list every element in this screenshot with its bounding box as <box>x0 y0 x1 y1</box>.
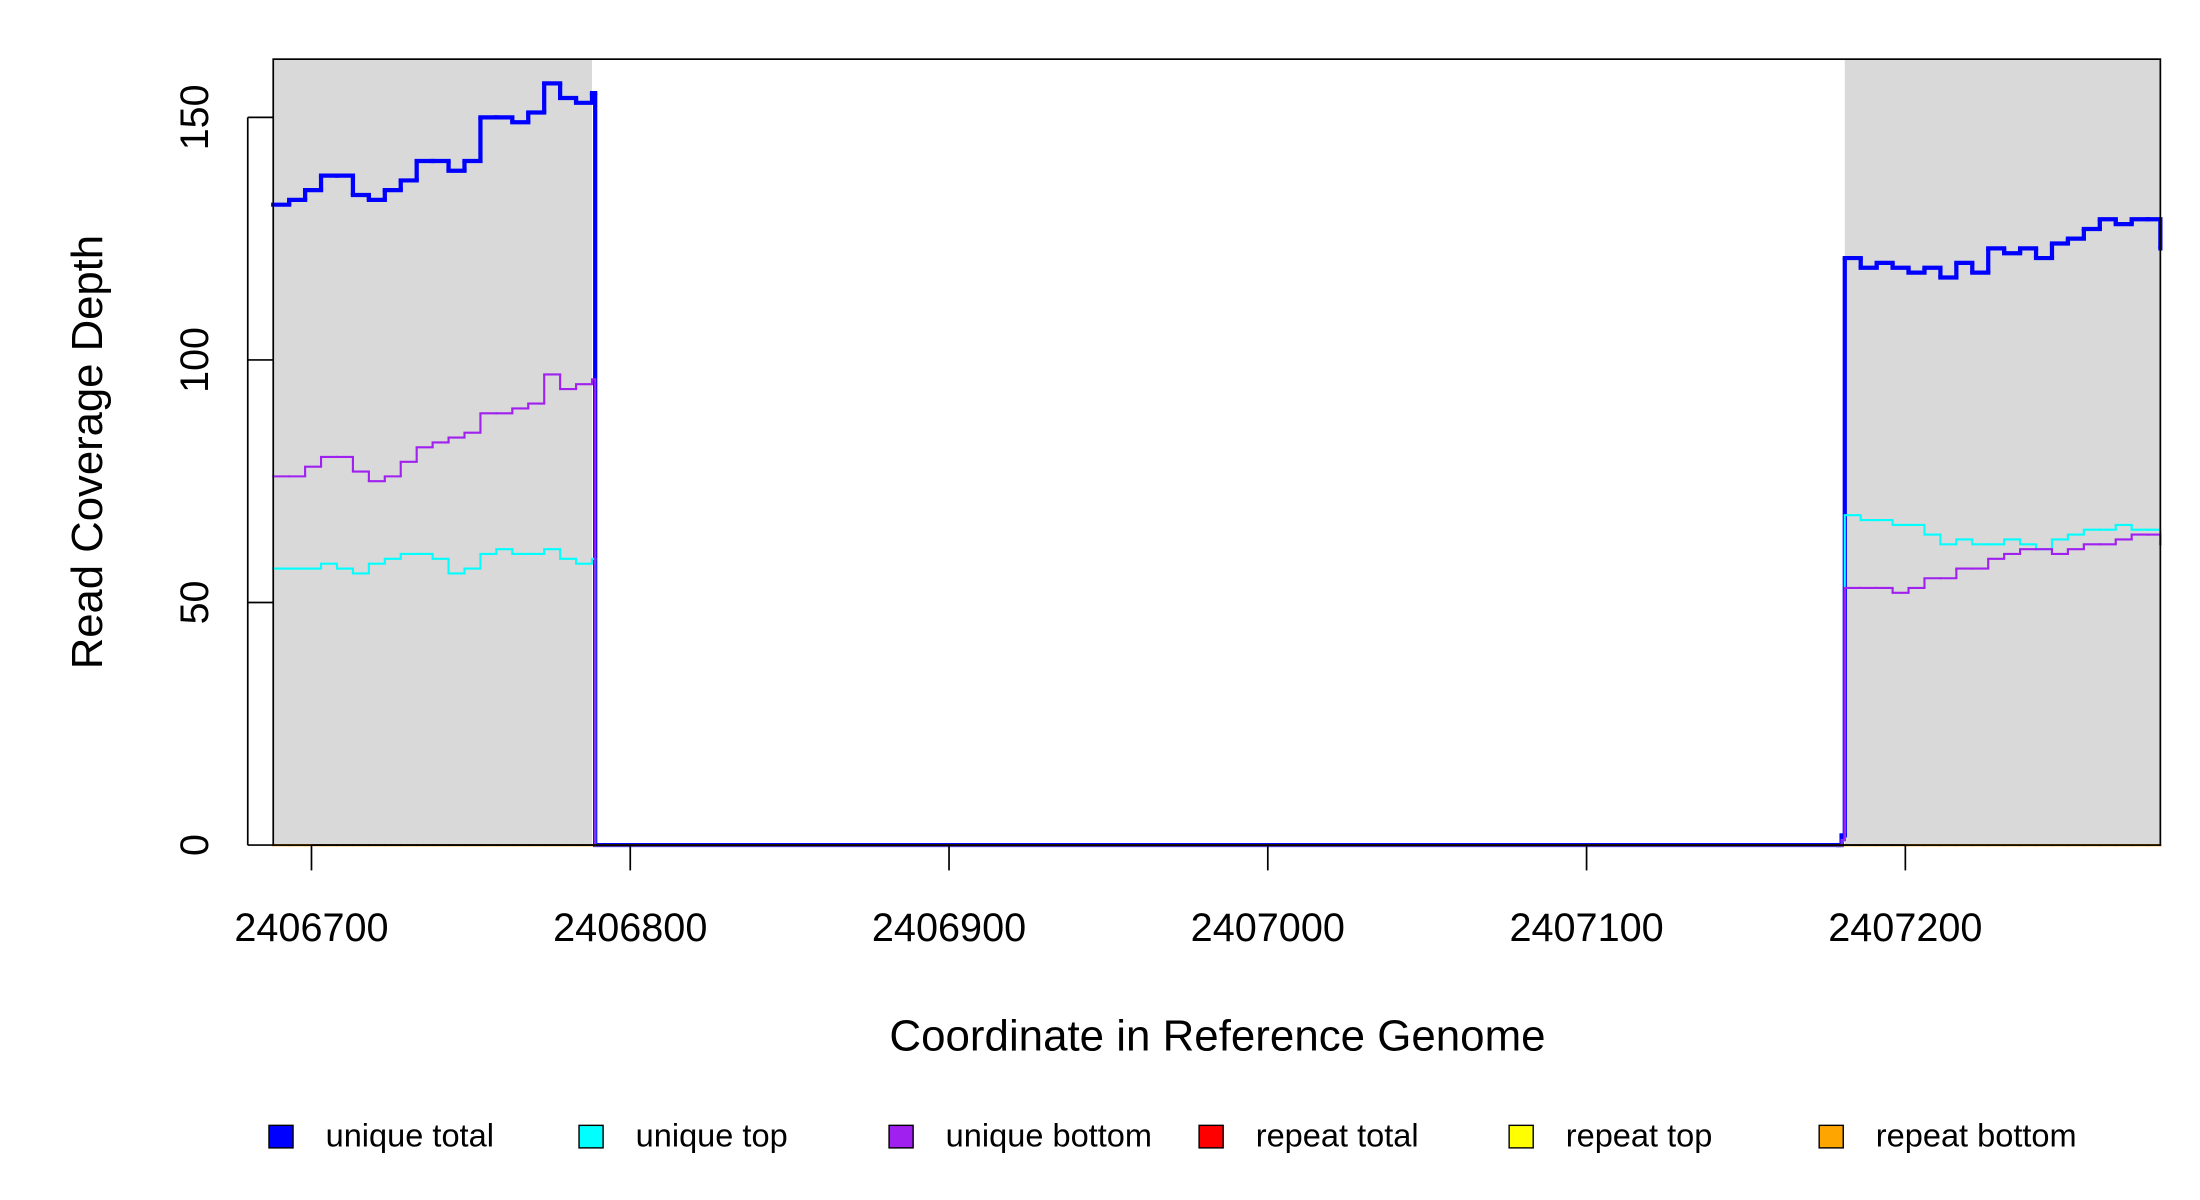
legend-label: repeat total <box>1256 1118 1419 1154</box>
y-tick-label: 100 <box>173 327 217 393</box>
x-tick-label: 2406900 <box>872 906 1026 950</box>
legend-label: unique top <box>636 1118 788 1154</box>
legend-swatch <box>578 1124 604 1149</box>
shaded-region <box>273 59 593 846</box>
y-tick-label: 0 <box>173 834 217 856</box>
shade-layer <box>273 59 2161 846</box>
x-tick-label: 2406700 <box>234 906 388 950</box>
x-tick-label: 2407200 <box>1828 906 1982 950</box>
x-axis-title: Coordinate in Reference Genome <box>889 1012 1545 1061</box>
legend: unique total unique top unique bottom repea… <box>268 1118 2077 1154</box>
y-axis-title: Read Coverage Depth <box>63 235 112 669</box>
legend-label: unique bottom <box>946 1118 1152 1154</box>
legend-label: repeat top <box>1566 1118 1713 1154</box>
legend-swatch <box>888 1124 914 1149</box>
legend-swatch <box>268 1124 294 1149</box>
x-tick-label: 2407000 <box>1191 906 1345 950</box>
legend-swatch <box>1818 1124 1844 1149</box>
x-tick-label: 2407100 <box>1509 906 1663 950</box>
y-tick-label: 50 <box>173 581 217 625</box>
legend-label: unique total <box>326 1118 494 1154</box>
legend-swatch <box>1198 1124 1224 1149</box>
shaded-region <box>1844 59 2161 846</box>
y-tick-label: 150 <box>173 84 217 150</box>
legend-swatch <box>1508 1124 1534 1149</box>
x-tick-label: 2406800 <box>553 906 707 950</box>
axes-layer: 2406700 2406800 2406900 2407000 2407100 24072… <box>173 84 1982 949</box>
legend-label: repeat bottom <box>1876 1118 2077 1154</box>
